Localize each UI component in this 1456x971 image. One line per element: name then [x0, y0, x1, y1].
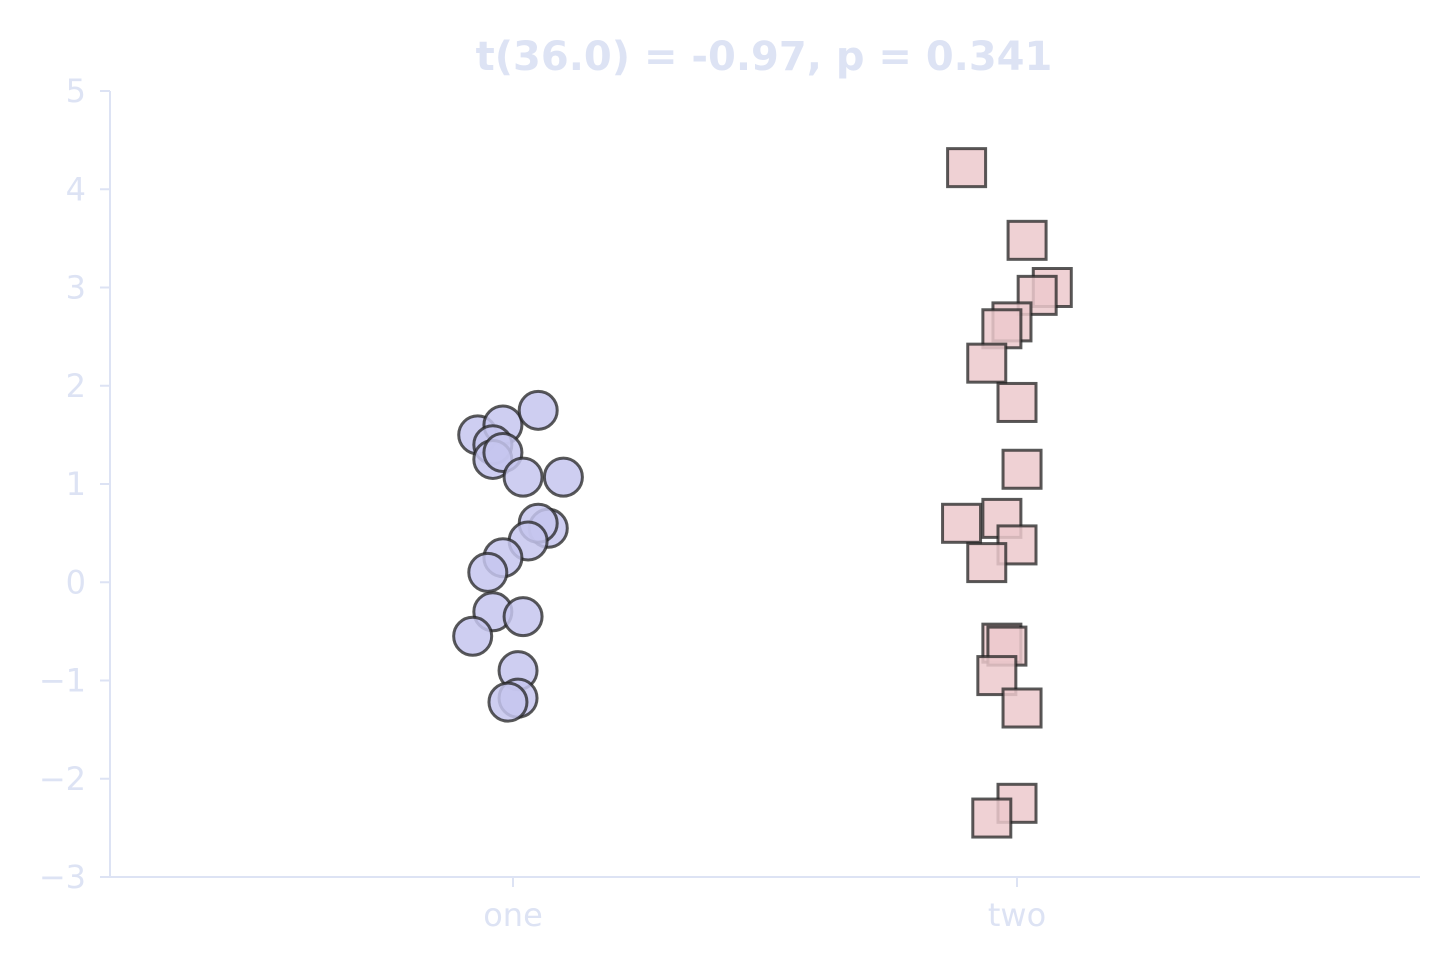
point-two — [1006, 219, 1048, 261]
y-tick-label: 4 — [66, 170, 86, 208]
point-one — [467, 551, 509, 593]
x-tick-label: one — [483, 896, 543, 934]
point-two — [941, 502, 983, 544]
chart-title: t(36.0) = -0.97, p = 0.341 — [476, 34, 1053, 80]
point-two — [996, 381, 1038, 423]
y-tick-label: −1 — [39, 662, 86, 700]
point-two — [981, 308, 1023, 350]
point-one — [452, 615, 494, 657]
point-two — [946, 147, 988, 189]
series-one — [452, 389, 584, 723]
point-two — [966, 342, 1008, 384]
y-tick-label: 3 — [66, 269, 86, 307]
point-two — [971, 797, 1013, 839]
y-tick-label: −2 — [39, 760, 86, 798]
point-one — [542, 456, 584, 498]
y-tick-label: 0 — [66, 563, 86, 601]
y-tick-label: 2 — [66, 367, 86, 405]
point-one — [502, 456, 544, 498]
series-two — [941, 147, 1073, 839]
point-two — [966, 542, 1008, 584]
point-one — [502, 596, 544, 638]
y-tick-label: 5 — [66, 72, 86, 110]
y-tick-label: −3 — [39, 858, 86, 896]
axes: −3 −2 −1 0 1 2 3 4 5 one two — [39, 72, 1420, 934]
x-tick-label: two — [988, 896, 1046, 934]
y-tick-label: 1 — [66, 465, 86, 503]
plot-area — [452, 147, 1073, 839]
point-one — [487, 681, 529, 723]
point-two — [1001, 687, 1043, 729]
point-one — [517, 389, 559, 431]
point-two — [1001, 448, 1043, 490]
